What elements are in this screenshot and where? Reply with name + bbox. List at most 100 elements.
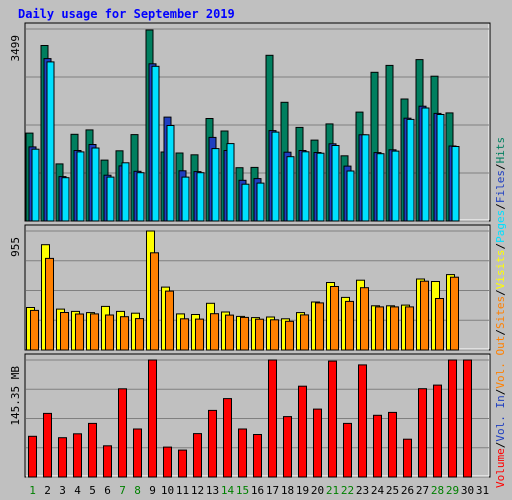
- legend-separator: /: [494, 203, 507, 210]
- side-legend-text: Volume/Vol. In/Vol. Out/Sites/Visits/Pag…: [494, 137, 507, 488]
- bar-pages-day-7: [121, 162, 130, 222]
- bar-volume-day-22: [343, 422, 352, 478]
- day-label: 3: [59, 484, 66, 497]
- bar-volume-day-23: [358, 364, 367, 478]
- day-label: 18: [281, 484, 294, 497]
- day-label: 7: [119, 484, 126, 497]
- bar-volume-day-14: [223, 398, 232, 478]
- day-label: 15: [236, 484, 249, 497]
- bar-sites-day-14: [225, 314, 234, 351]
- bar-pages-day-24: [376, 153, 385, 222]
- day-label: 10: [161, 484, 174, 497]
- bar-volume-day-5: [88, 422, 97, 478]
- legend-item-sites: Sites: [494, 296, 507, 329]
- bar-volume-day-11: [178, 449, 187, 478]
- day-label: 27: [416, 484, 429, 497]
- legend-separator: /: [494, 243, 507, 250]
- side-legend: Volume/Vol. In/Vol. Out/Sites/Visits/Pag…: [494, 137, 507, 488]
- legend-separator: /: [494, 442, 507, 449]
- bar-sites-day-4: [75, 313, 84, 351]
- bar-sites-day-16: [255, 318, 264, 351]
- bar-sites-day-20: [315, 302, 324, 351]
- legend-item-visits: Visits: [494, 250, 507, 290]
- bar-volume-day-16: [253, 434, 262, 478]
- bar-sites-day-23: [360, 287, 369, 351]
- bar-volume-day-6: [103, 445, 112, 478]
- bar-volume-day-20: [313, 408, 322, 478]
- bar-pages-day-20: [316, 152, 325, 222]
- bar-volume-day-30: [463, 359, 472, 478]
- day-label: 23: [356, 484, 369, 497]
- bar-pages-day-15: [241, 183, 250, 222]
- day-label: 4: [74, 484, 81, 497]
- bar-sites-day-6: [105, 314, 114, 351]
- bar-volume-day-15: [238, 428, 247, 478]
- bar-sites-day-1: [30, 309, 39, 351]
- bar-sites-day-29: [450, 276, 459, 351]
- y-axis-max-label: 145.35 MB: [9, 366, 22, 426]
- day-label: 2: [44, 484, 51, 497]
- bar-sites-day-2: [45, 257, 54, 351]
- bar-pages-day-18: [286, 156, 295, 222]
- bar-pages-day-27: [421, 107, 430, 222]
- bar-volume-day-25: [388, 411, 397, 478]
- day-label: 19: [296, 484, 309, 497]
- bar-sites-day-12: [195, 318, 204, 351]
- day-label: 31: [476, 484, 489, 497]
- day-label: 14: [221, 484, 235, 497]
- bar-volume-day-24: [373, 414, 382, 478]
- bar-volume-day-28: [433, 384, 442, 478]
- bar-pages-day-9: [151, 65, 160, 222]
- bar-volume-day-10: [163, 446, 172, 478]
- bar-pages-day-23: [361, 134, 370, 222]
- chart-title: Daily usage for September 2019: [18, 7, 235, 21]
- bar-volume-day-8: [133, 428, 142, 478]
- bar-pages-day-28: [436, 114, 445, 222]
- day-label: 12: [191, 484, 204, 497]
- bar-pages-day-29: [451, 146, 460, 222]
- legend-item-pages: Pages: [494, 210, 507, 243]
- bar-pages-day-1: [31, 148, 40, 222]
- bar-pages-day-21: [331, 145, 340, 222]
- legend-item-files: Files: [494, 170, 507, 203]
- legend-item-volume: Volume: [494, 448, 507, 488]
- legend-separator: /: [494, 163, 507, 170]
- bar-volume-day-19: [298, 385, 307, 478]
- bar-pages-day-10: [166, 125, 175, 222]
- bar-pages-day-4: [76, 151, 85, 222]
- bar-sites-day-24: [375, 306, 384, 351]
- bar-sites-day-8: [135, 318, 144, 351]
- bar-sites-day-18: [285, 320, 294, 351]
- legend-separator: /: [494, 389, 507, 396]
- bar-volume-day-4: [73, 433, 82, 478]
- bar-pages-day-16: [256, 182, 265, 222]
- legend-item-vol-out: Vol. Out: [494, 336, 507, 389]
- day-label: 20: [311, 484, 324, 497]
- bar-volume-day-18: [283, 416, 292, 478]
- day-label: 13: [206, 484, 219, 497]
- legend-separator: /: [494, 329, 507, 336]
- bar-pages-day-5: [91, 147, 100, 222]
- bar-sites-day-5: [90, 313, 99, 351]
- bar-sites-day-10: [165, 290, 174, 351]
- bar-volume-day-1: [28, 435, 37, 478]
- bar-pages-day-6: [106, 176, 115, 222]
- bar-sites-day-26: [405, 306, 414, 351]
- bar-volume-day-17: [268, 359, 277, 478]
- day-label: 28: [431, 484, 444, 497]
- y-axis-max-label: 955: [9, 237, 22, 257]
- day-label: 11: [176, 484, 189, 497]
- chart-panels: 3499 955 145.35 MB: [9, 22, 491, 478]
- bar-pages-day-13: [211, 148, 220, 222]
- bar-volume-day-26: [403, 438, 412, 478]
- bar-sites-day-11: [180, 318, 189, 351]
- panel-requests: 3499: [9, 22, 491, 222]
- bar-volume-day-13: [208, 409, 217, 478]
- bar-pages-day-26: [406, 118, 415, 222]
- panel-kbytes: 145.35 MB: [9, 353, 491, 478]
- day-label: 8: [134, 484, 141, 497]
- day-label: 25: [386, 484, 399, 497]
- bar-volume-day-12: [193, 433, 202, 478]
- bar-sites-day-27: [420, 280, 429, 351]
